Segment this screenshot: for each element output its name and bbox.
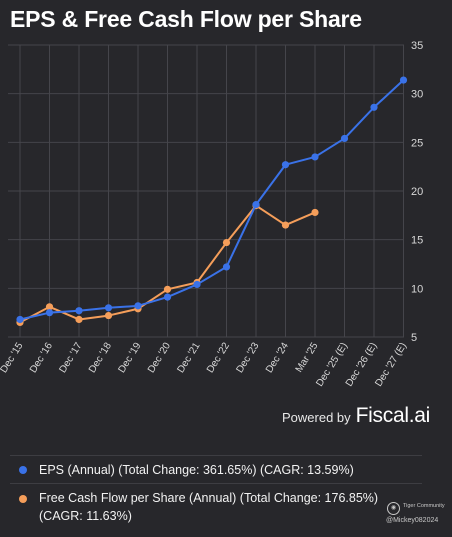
data-point-eps	[399, 76, 408, 84]
data-point-eps	[222, 263, 231, 271]
powered-by: Powered by Fiscal.ai	[282, 404, 430, 428]
y-tick-label: 35	[411, 40, 423, 52]
watermark-community: Tiger Community	[403, 503, 445, 509]
tiger-logo-icon: ◉	[387, 502, 400, 515]
data-point-eps	[193, 280, 201, 289]
x-tick-label: Dec '22	[205, 340, 232, 375]
data-point-eps	[281, 161, 290, 169]
data-point-eps	[104, 304, 113, 312]
y-tick-label: 10	[411, 283, 423, 295]
chart-title: EPS & Free Cash Flow per Share	[10, 6, 362, 32]
legend-item-fcf[interactable]: Free Cash Flow per Share (Annual) (Total…	[10, 484, 422, 532]
data-point-fcf	[311, 208, 319, 217]
brand-logo: Fiscal.ai	[355, 404, 431, 427]
legend-label-eps: EPS (Annual) (Total Change: 361.65%) (CA…	[39, 463, 354, 477]
x-tick-label: Dec '17	[57, 340, 84, 375]
data-point-eps	[16, 315, 24, 324]
data-point-fcf	[104, 311, 113, 320]
data-point-fcf	[45, 303, 54, 311]
y-tick-label: 5	[411, 332, 417, 344]
data-point-eps	[370, 103, 378, 111]
x-tick-label: Dec '19	[116, 340, 143, 375]
x-tick-label: Dec '21	[175, 340, 202, 375]
powered-by-label: Powered by	[282, 410, 351, 425]
data-point-eps	[311, 153, 319, 161]
x-tick-label: Dec '27 (E)	[373, 341, 409, 389]
legend-item-eps[interactable]: EPS (Annual) (Total Change: 361.65%) (CA…	[10, 456, 422, 484]
x-tick-label: Dec '16	[28, 340, 55, 375]
x-tick-label: Mar '25	[294, 340, 321, 374]
y-tick-label: 20	[411, 186, 423, 198]
watermark: ◉ Tiger Community @Mickey082024	[386, 500, 446, 530]
data-point-eps	[134, 302, 142, 310]
y-tick-label: 30	[411, 89, 423, 101]
x-tick-label: Dec '20	[146, 340, 173, 375]
data-point-fcf	[75, 315, 83, 324]
x-tick-label: Dec '15	[0, 340, 26, 375]
legend-marker-fcf	[19, 495, 27, 503]
data-point-eps	[163, 293, 172, 301]
chart-legend: EPS (Annual) (Total Change: 361.65%) (CA…	[10, 455, 422, 532]
data-point-fcf	[222, 238, 231, 247]
data-point-fcf	[163, 285, 172, 293]
data-point-eps	[252, 201, 260, 209]
legend-marker-eps	[19, 466, 27, 474]
y-tick-label: 25	[411, 137, 423, 149]
watermark-user: @Mickey082024	[386, 517, 439, 524]
legend-label-fcf: Free Cash Flow per Share (Annual) (Total…	[39, 491, 379, 523]
data-point-eps	[340, 134, 349, 143]
data-point-fcf	[281, 221, 290, 229]
x-tick-label: Dec '24	[264, 340, 291, 375]
y-tick-label: 15	[411, 235, 423, 247]
data-point-eps	[45, 309, 54, 317]
series-line-eps	[19, 79, 405, 321]
x-tick-label: Dec '23	[234, 340, 261, 375]
data-point-eps	[75, 307, 83, 315]
x-tick-label: Dec '18	[87, 340, 114, 375]
